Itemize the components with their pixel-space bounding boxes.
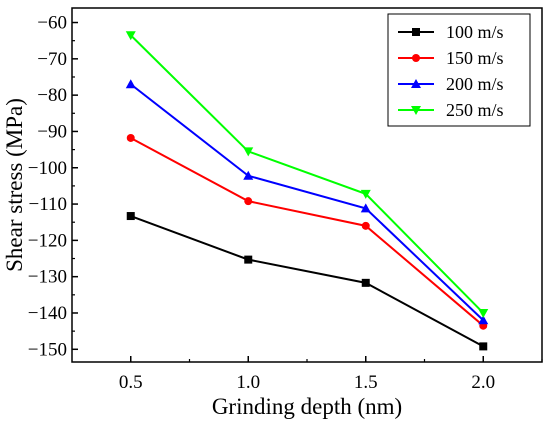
y-tick-label: −110 — [28, 194, 67, 215]
data-point — [243, 170, 254, 180]
series-1 — [126, 212, 488, 351]
y-tick-label: −80 — [37, 85, 67, 106]
data-point — [412, 28, 420, 36]
legend-label: 250 m/s — [446, 100, 504, 120]
legend-label: 100 m/s — [446, 22, 504, 42]
data-point — [411, 106, 421, 115]
data-point — [479, 342, 488, 351]
x-tick-label: 1.5 — [354, 372, 378, 393]
data-point — [126, 212, 135, 221]
legend-item: 200 m/s — [398, 74, 504, 94]
series-line — [130, 215, 484, 348]
y-tick-label: −100 — [28, 158, 67, 179]
y-tick-label: −120 — [28, 230, 67, 251]
series-4 — [125, 31, 489, 318]
y-tick-label: −140 — [28, 303, 67, 324]
y-tick-label: −90 — [37, 121, 67, 142]
data-point — [125, 31, 136, 41]
data-point — [361, 278, 370, 287]
y-tick-label: −60 — [37, 13, 67, 34]
data-point — [360, 203, 371, 213]
series-3 — [125, 79, 489, 325]
series-line — [130, 34, 484, 314]
legend-label: 200 m/s — [446, 74, 504, 94]
y-tick-label: −150 — [28, 339, 67, 360]
series-layer — [125, 31, 489, 351]
data-point — [412, 54, 420, 62]
data-point — [360, 189, 371, 199]
data-point — [244, 255, 253, 264]
legend-item: 100 m/s — [398, 22, 504, 42]
data-point — [126, 133, 135, 142]
data-point — [411, 79, 421, 88]
x-axis-title: Grinding depth (nm) — [212, 394, 402, 419]
data-point — [478, 308, 489, 318]
data-point — [125, 79, 136, 89]
x-tick-label: 2.0 — [471, 372, 495, 393]
x-tick-label: 1.0 — [236, 372, 260, 393]
data-point — [361, 221, 370, 230]
legend-label: 150 m/s — [446, 48, 504, 68]
y-tick-label: −70 — [37, 49, 67, 70]
series-line — [130, 137, 484, 327]
y-tick-label: −130 — [28, 267, 67, 288]
series-line — [130, 83, 484, 321]
data-point — [478, 315, 489, 325]
legend-item: 150 m/s — [398, 48, 504, 68]
y-axis-title: Shear stress (MPa) — [2, 98, 27, 272]
y-axis: −60 −70 −80 −90 −100 −110 −120 −130 −140 −150 — [28, 13, 78, 360]
x-axis: 0.5 1.0 1.5 2.0 — [119, 356, 543, 393]
legend: 100 m/s 150 m/s 200 m/s 250 m/s — [387, 13, 531, 127]
data-point — [244, 197, 253, 206]
legend-item: 250 m/s — [398, 100, 504, 120]
x-tick-label: 0.5 — [119, 372, 143, 393]
data-point — [243, 147, 254, 157]
series-2 — [126, 133, 488, 330]
